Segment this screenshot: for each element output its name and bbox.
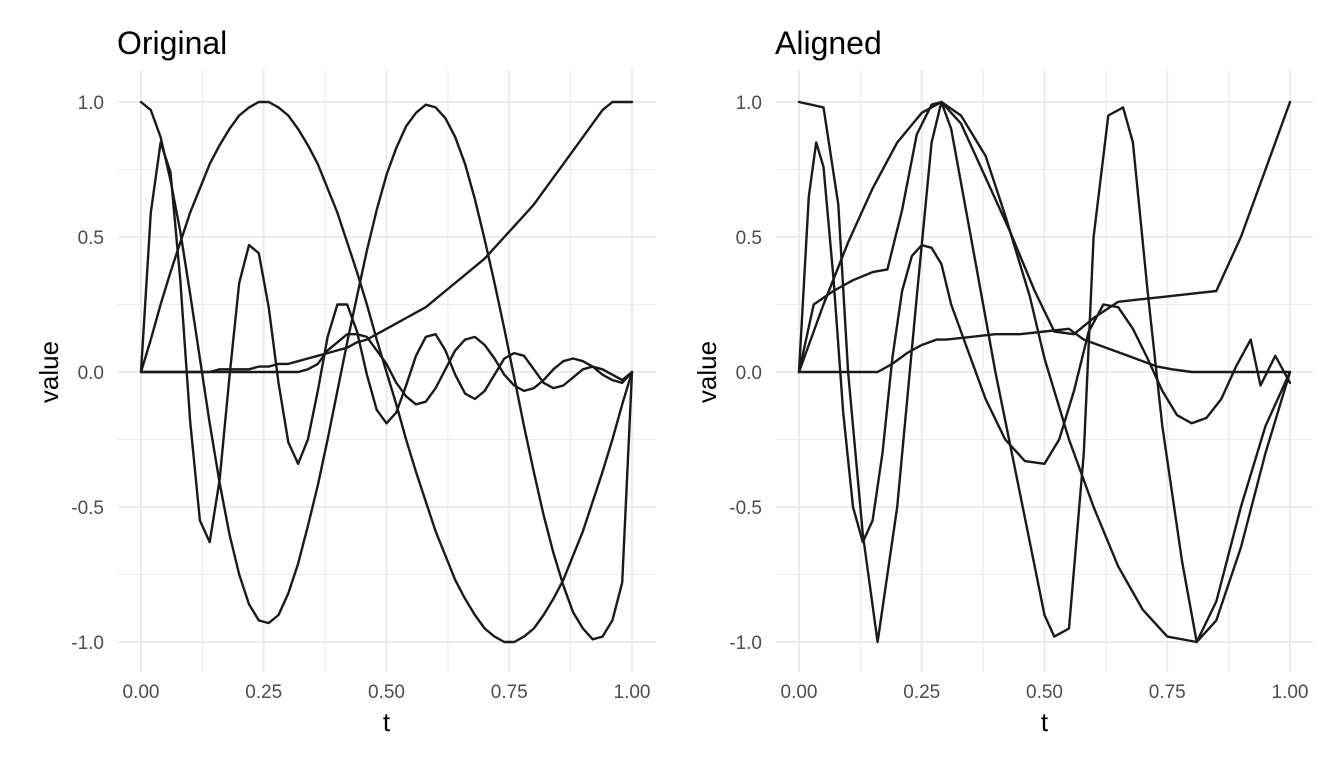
- y-tick-label: -1.0: [71, 633, 104, 654]
- x-tick-label: 0.75: [491, 682, 528, 703]
- series-line-5: [797, 327, 1292, 374]
- x-tick-label: 0.50: [1026, 682, 1063, 703]
- series-line-1: [139, 100, 634, 641]
- series-line-2: [797, 100, 1292, 644]
- series-line-4: [139, 141, 634, 544]
- x-tick-label: 0.25: [903, 682, 940, 703]
- y-tick-label: 0.5: [78, 228, 104, 249]
- y-tick-label: 0.0: [736, 363, 762, 384]
- series-line-2: [139, 100, 634, 644]
- series-line-4: [797, 141, 1292, 544]
- series-line-3: [139, 100, 634, 374]
- x-tick-label: 0.50: [368, 682, 405, 703]
- y-tick-label: -1.0: [729, 633, 762, 654]
- y-axis-title: value: [34, 341, 64, 403]
- x-tick-label: 0.00: [781, 682, 818, 703]
- panel-title: Aligned: [775, 25, 882, 61]
- x-tick-label: 0.00: [123, 682, 160, 703]
- x-tick-label: 1.00: [1272, 682, 1309, 703]
- y-tick-label: -0.5: [729, 498, 762, 519]
- x-tick-label: 0.25: [245, 682, 282, 703]
- x-tick-label: 0.75: [1149, 682, 1186, 703]
- series-line-1: [797, 100, 1292, 644]
- y-axis-title: value: [692, 341, 722, 403]
- x-axis-title: t: [1041, 707, 1049, 737]
- panel-aligned: 0.00 0.25 0.50 0.75 1.00 -1.0 -0.5 0.0 0.5 1.0 Ali…: [692, 25, 1313, 737]
- y-tick-label: 0.0: [78, 363, 104, 384]
- x-axis-title: t: [383, 707, 391, 737]
- series-line-5: [139, 333, 634, 406]
- series-line-3: [797, 100, 1292, 374]
- y-tick-label: 1.0: [736, 93, 762, 114]
- panel-original: 0.00 0.25 0.50 0.75 1.00 -1.0 -0.5 0.0 0.5 1.0 Ori…: [34, 25, 656, 737]
- y-tick-label: 1.0: [78, 93, 104, 114]
- y-tick-label: -0.5: [71, 498, 104, 519]
- y-tick-label: 0.5: [736, 228, 762, 249]
- panel-title: Original: [117, 25, 227, 61]
- x-tick-label: 1.00: [614, 682, 651, 703]
